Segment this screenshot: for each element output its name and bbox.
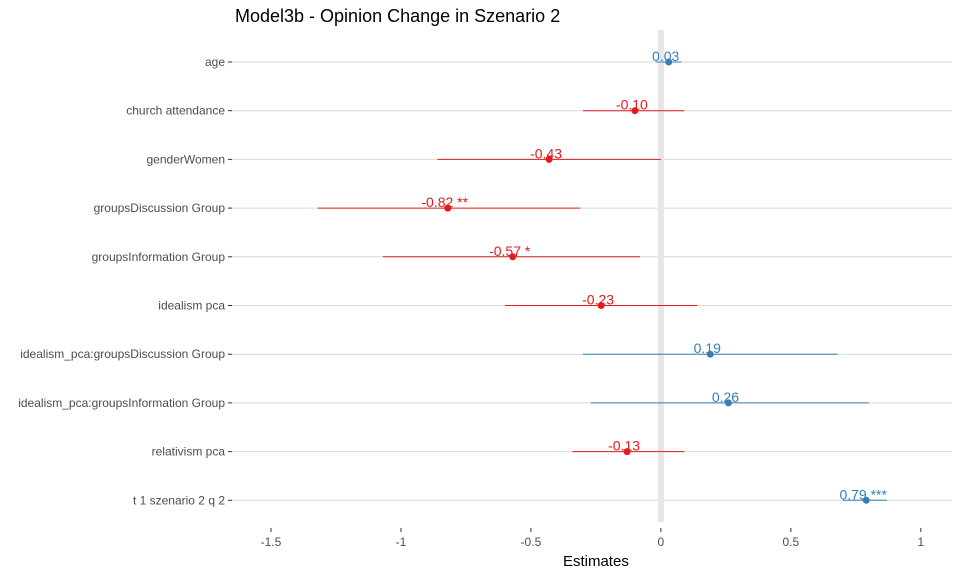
chart-title: Model3b - Opinion Change in Szenario 2 (235, 6, 561, 26)
value-label: -0.82 ** (421, 194, 468, 210)
estimate-point (444, 204, 452, 212)
y-axis-ticks: age church attendance genderWomen groupsDis… (18, 55, 232, 507)
grid-layer (232, 61, 952, 501)
zero-reference-line (657, 30, 664, 522)
y-tick-label: idealism_pca:groupsInformation Group (18, 396, 225, 410)
x-tick-label: -1 (396, 535, 407, 549)
x-tick-label: -0.5 (521, 535, 542, 549)
y-tick-label: age (205, 55, 225, 69)
estimate-point (665, 58, 673, 66)
y-tick-label: idealism pca (158, 299, 225, 313)
value-label: -0.57 * (489, 243, 531, 259)
value-label: 0.26 (712, 389, 739, 405)
estimate-point (724, 399, 732, 407)
value-label: -0.10 (616, 97, 648, 113)
x-tick-label: -1.5 (261, 535, 282, 549)
value-label: -0.13 (608, 438, 640, 454)
value-label: -0.23 (582, 292, 614, 308)
x-tick-label: 0.5 (783, 535, 800, 549)
value-label: -0.43 (530, 145, 562, 161)
marks-layer: 0.03 -0.10 -0.43 -0.82 ** -0.57 * -0.23 0.19 0.… (317, 48, 888, 504)
x-tick-label: 0 (658, 535, 665, 549)
value-label: 0.03 (652, 48, 679, 64)
y-tick-label: church attendance (126, 104, 225, 118)
y-tick-label: relativism pca (152, 445, 226, 459)
estimate-point (597, 302, 605, 309)
value-label: 0.79 *** (839, 486, 887, 502)
x-axis-ticks: -1.5 -1 -0.5 0 0.5 1 (261, 528, 924, 549)
estimate-point (545, 155, 553, 163)
y-tick-label: genderWomen (147, 152, 226, 166)
y-tick-label: idealism_pca:groupsDiscussion Group (20, 347, 225, 361)
y-tick-label: groupsDiscussion Group (94, 201, 226, 215)
y-tick-label: t 1 szenario 2 q 2 (133, 493, 225, 507)
y-tick-label: groupsInformation Group (92, 250, 226, 264)
estimate-point (623, 448, 631, 456)
value-label: 0.19 (694, 340, 721, 356)
x-tick-label: 1 (917, 535, 924, 549)
estimate-point (509, 253, 517, 261)
estimate-point (631, 107, 639, 115)
x-axis-title: Estimates (563, 553, 629, 570)
estimate-point (862, 496, 870, 504)
estimate-point (706, 350, 714, 358)
